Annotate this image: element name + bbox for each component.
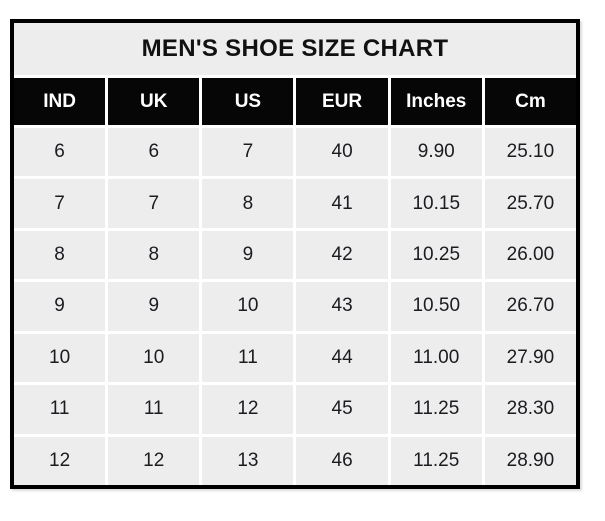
table-cell: 8 <box>202 179 294 228</box>
column-header-us: US <box>202 78 294 125</box>
column-header-uk: UK <box>108 78 200 125</box>
table-cell: 7 <box>14 179 106 228</box>
table-cell: 6 <box>14 128 106 177</box>
table-cell: 11 <box>108 385 200 434</box>
table-cell: 6 <box>108 128 200 177</box>
table-cell: 44 <box>296 333 388 383</box>
table-cell: 8 <box>14 230 106 280</box>
table-cell: 27.90 <box>484 333 576 383</box>
table-cell: 10 <box>202 282 294 331</box>
table-cell: 12 <box>202 385 294 434</box>
table-cell: 9 <box>14 282 106 331</box>
table-cell: 9 <box>202 230 294 280</box>
table-cell: 43 <box>296 282 388 331</box>
table-cell: 28.30 <box>484 385 576 434</box>
table-cell: 7 <box>108 179 200 228</box>
table-cell: 46 <box>296 436 388 485</box>
column-header-ind: IND <box>14 78 106 125</box>
table-cell: 10.50 <box>390 282 482 331</box>
table-cell: 25.70 <box>484 179 576 228</box>
table-cell: 28.90 <box>484 436 576 485</box>
table-cell: 10.15 <box>390 179 482 228</box>
table-cell: 42 <box>296 230 388 280</box>
chart-title: MEN'S SHOE SIZE CHART <box>14 23 576 75</box>
table-cell: 9 <box>108 282 200 331</box>
table-cell: 40 <box>296 128 388 177</box>
table-cell: 26.00 <box>484 230 576 280</box>
table-cell: 10.25 <box>390 230 482 280</box>
table-cell: 7 <box>202 128 294 177</box>
table-cell: 9.90 <box>390 128 482 177</box>
column-header-cm: Cm <box>484 78 576 125</box>
table-cell: 11.25 <box>390 436 482 485</box>
table-cell: 11 <box>202 333 294 383</box>
table-cell: 8 <box>108 230 200 280</box>
table-cell: 11.25 <box>390 385 482 434</box>
table-cell: 10 <box>14 333 106 383</box>
table-cell: 41 <box>296 179 388 228</box>
column-header-inches: Inches <box>390 78 482 125</box>
table-cell: 13 <box>202 436 294 485</box>
table-cell: 45 <box>296 385 388 434</box>
table-cell: 12 <box>14 436 106 485</box>
table-cell: 10 <box>108 333 200 383</box>
table-cell: 25.10 <box>484 128 576 177</box>
shoe-size-chart: MEN'S SHOE SIZE CHART IND UK US EUR Inch… <box>10 19 580 489</box>
column-header-eur: EUR <box>296 78 388 125</box>
table-cell: 12 <box>108 436 200 485</box>
table-cell: 26.70 <box>484 282 576 331</box>
table-cell: 11.00 <box>390 333 482 383</box>
table-cell: 11 <box>14 385 106 434</box>
